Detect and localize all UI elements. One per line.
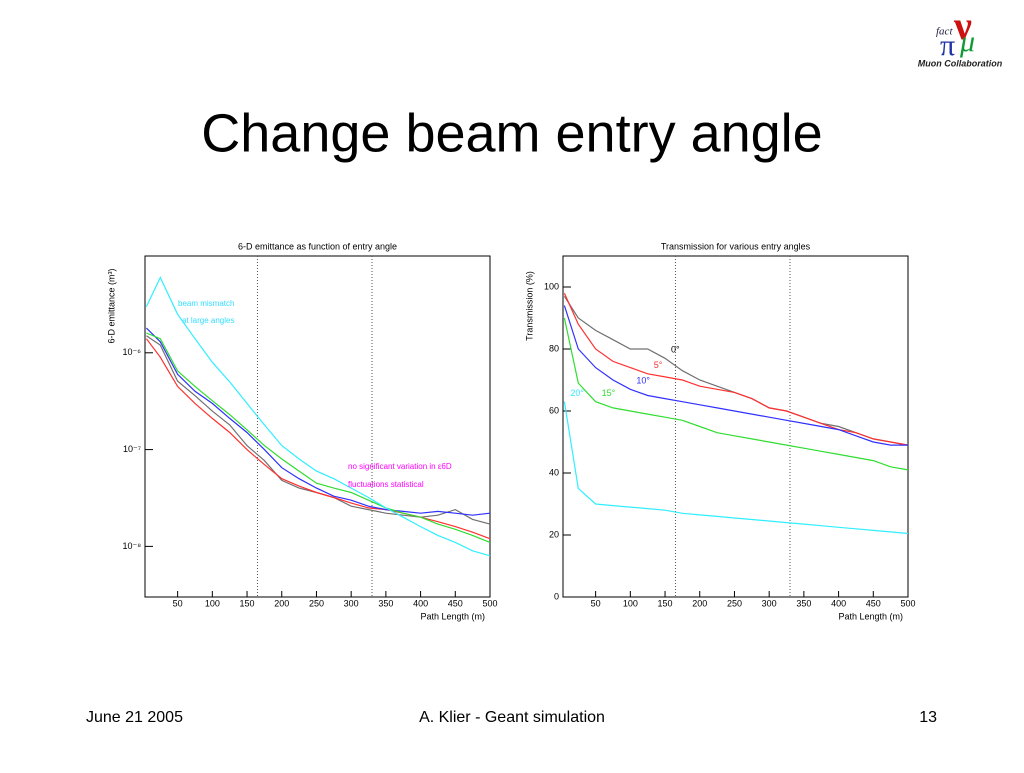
series-label: 0°	[671, 345, 680, 355]
x-tick-label: 400	[831, 598, 846, 608]
y-tick-label: 80	[549, 343, 559, 353]
annotation: fluctuations statistical	[348, 480, 424, 489]
annotation: at large angles	[182, 316, 234, 325]
data-line	[145, 276, 491, 557]
x-tick-label: 200	[692, 598, 707, 608]
x-tick-label: 450	[866, 598, 881, 608]
y-axis-label: 6-D emittance (m³)	[106, 268, 116, 343]
x-tick-label: 250	[727, 598, 742, 608]
x-tick-label: 450	[448, 598, 463, 608]
x-tick-label: 150	[658, 598, 673, 608]
footer-center: A. Klier - Geant simulation	[419, 709, 605, 726]
data-line	[563, 295, 909, 446]
data-line	[563, 292, 909, 446]
x-tick-label: 500	[482, 598, 497, 608]
data-line	[563, 401, 909, 535]
annotation: no significant variation in ε6D	[348, 462, 452, 471]
logo-mu: μ	[959, 25, 975, 58]
x-tick-label: 50	[173, 598, 183, 608]
slide-title: Change beam entry angle	[201, 103, 822, 163]
plot-frame	[144, 255, 491, 598]
logo-text: fact	[936, 26, 953, 38]
y-tick-label: 40	[549, 467, 559, 477]
logo-pi: π	[940, 29, 955, 62]
x-tick-label: 300	[344, 598, 359, 608]
y-tick-label: 20	[549, 529, 559, 539]
y-tick-label: 100	[544, 281, 559, 291]
x-tick-label: 200	[274, 598, 289, 608]
y-tick-label: 10⁻⁸	[122, 541, 141, 551]
y-tick-label: 10⁻⁶	[123, 347, 142, 357]
data-line	[145, 327, 491, 516]
series-label: 5°	[654, 360, 663, 370]
x-axis-label: Path Length (m)	[420, 611, 485, 621]
plot-frame	[562, 255, 909, 598]
y-tick-label: 10⁻⁷	[123, 444, 141, 454]
x-tick-label: 150	[240, 598, 255, 608]
y-tick-label: 60	[549, 405, 559, 415]
data-line	[145, 338, 491, 540]
x-tick-label: 500	[900, 598, 915, 608]
data-line	[146, 335, 491, 525]
x-tick-label: 100	[205, 598, 220, 608]
series-label: 15°	[602, 388, 616, 398]
data-line	[563, 317, 909, 471]
logo: ν fact π μ Muon Collaboration	[918, 3, 1003, 68]
x-tick-label: 100	[623, 598, 638, 608]
logo-nu: ν	[953, 3, 972, 48]
footer-date: June 21 2005	[86, 709, 183, 726]
x-tick-label: 350	[796, 598, 811, 608]
logo-subtitle: Muon Collaboration	[918, 58, 1003, 68]
x-tick-label: 50	[591, 598, 601, 608]
x-tick-label: 300	[762, 598, 777, 608]
annotation: beam mismatch	[178, 299, 234, 308]
chart-title: Transmission for various entry angles	[661, 241, 811, 251]
chart-title: 6-D emittance as function of entry angle	[238, 241, 397, 251]
data-line	[563, 305, 908, 446]
x-tick-label: 250	[309, 598, 324, 608]
series-label: 10°	[636, 376, 650, 386]
x-tick-label: 400	[413, 598, 428, 608]
data-line	[146, 332, 491, 543]
y-axis-label: Transmission (%)	[524, 271, 534, 341]
x-axis-label: Path Length (m)	[838, 611, 903, 621]
y-tick-label: 0	[554, 591, 559, 601]
series-label: 20°	[570, 388, 584, 398]
footer-page: 13	[919, 709, 937, 726]
x-tick-label: 350	[378, 598, 393, 608]
